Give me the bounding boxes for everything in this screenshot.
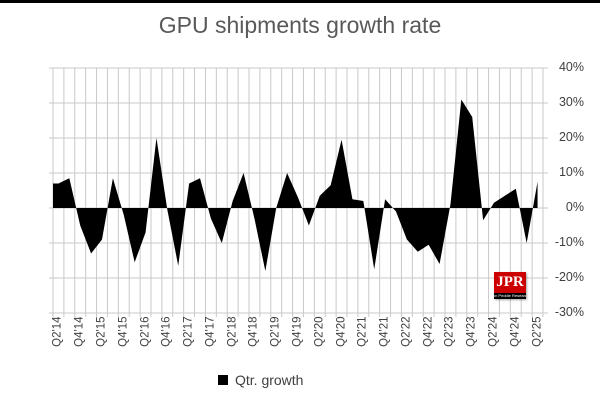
- x-tick-label: Q4'20: [335, 316, 348, 347]
- legend: Qtr. growth: [218, 372, 303, 388]
- plot-area: [49, 67, 548, 317]
- y-tick-label: 20%: [558, 130, 584, 144]
- x-tick-label: Q2'19: [269, 316, 282, 347]
- x-tick-label: Q4'19: [291, 316, 304, 347]
- x-tick-label: Q2'18: [226, 316, 239, 347]
- x-tick-label: Q4'15: [117, 316, 130, 347]
- x-tick-label: Q4'17: [204, 316, 217, 347]
- x-tick-label: Q4'18: [247, 316, 260, 347]
- x-tick-label: Q2'15: [95, 316, 108, 347]
- x-tick-label: Q4'23: [465, 316, 478, 347]
- x-tick-label: Q2'17: [182, 316, 195, 347]
- y-tick-label: 40%: [558, 60, 584, 74]
- page-title: GPU shipments growth rate: [158, 12, 442, 38]
- y-tick-label: -20%: [554, 270, 584, 284]
- jpr-logo-text: JPR: [494, 272, 526, 293]
- x-tick-label: Q2'21: [356, 316, 369, 347]
- x-tick-label: Q4'24: [509, 316, 522, 347]
- legend-marker: [218, 375, 228, 385]
- y-tick-label: -30%: [554, 305, 584, 319]
- jpr-logo-subtext: Jon Peddie Research: [494, 293, 526, 299]
- axis-ticks: [49, 67, 548, 317]
- x-tick-label: Q4'21: [378, 316, 391, 347]
- x-tick-label: Q4'22: [422, 316, 435, 347]
- y-tick-label: 30%: [558, 95, 584, 109]
- y-tick-label: 0%: [565, 200, 584, 214]
- x-tick-label: Q4'14: [73, 316, 86, 347]
- x-tick-label: Q2'25: [531, 316, 544, 347]
- jpr-logo: JPR Jon Peddie Research: [494, 272, 526, 299]
- y-tick-label: -10%: [554, 235, 584, 249]
- top-border: [0, 0, 600, 3]
- x-tick-label: Q2'22: [400, 316, 413, 347]
- y-tick-label: 10%: [558, 165, 584, 179]
- x-tick-label: Q4'16: [160, 316, 173, 347]
- x-tick-label: Q2'23: [443, 316, 456, 347]
- legend-label: Qtr. growth: [235, 372, 304, 388]
- x-tick-label: Q2'20: [313, 316, 326, 347]
- x-tick-label: Q2'16: [139, 316, 152, 347]
- x-tick-label: Q2'14: [51, 316, 64, 347]
- area-series: [53, 99, 538, 271]
- x-tick-label: Q2'24: [487, 316, 500, 347]
